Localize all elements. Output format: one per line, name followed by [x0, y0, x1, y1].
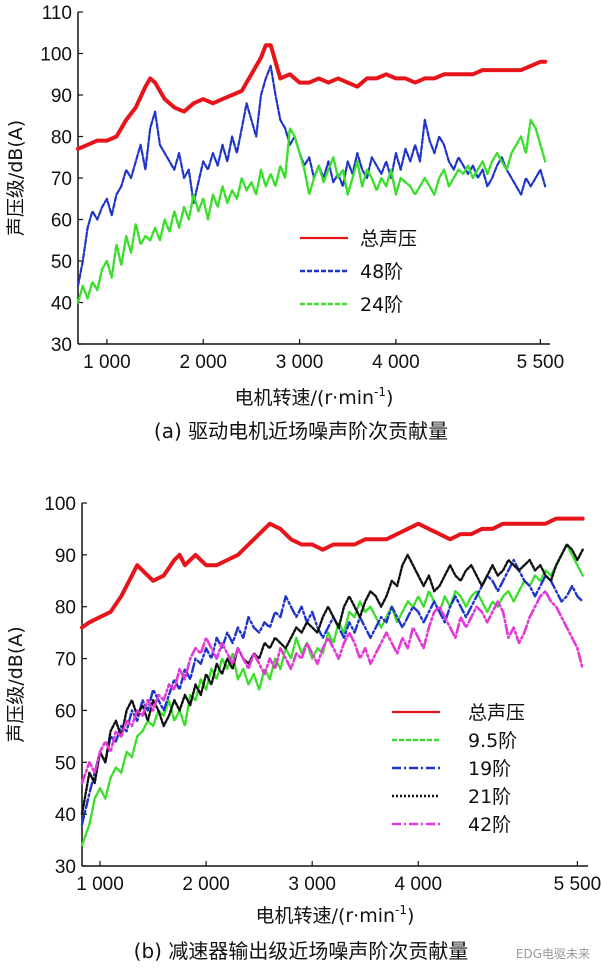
y-tick-label: 40	[55, 805, 76, 826]
y-tick-label: 50	[55, 753, 76, 774]
x-tick-label: 1 000	[76, 874, 124, 895]
x-axis-label-sup: -1	[395, 903, 407, 917]
y-tick-label: 80	[55, 598, 76, 619]
series-line	[76, 64, 547, 287]
series-line	[80, 558, 584, 826]
y-tick-label: 110	[42, 3, 72, 24]
y-axis-label: 声压级/dB(A)	[5, 626, 27, 742]
y-tick-label: 90	[51, 86, 72, 107]
y-tick-label: 80	[51, 128, 72, 149]
y-tick-label: 100	[40, 45, 72, 66]
x-axis-label: 电机转速/(r·min-1)	[235, 385, 394, 409]
y-tick-label: 40	[51, 294, 72, 315]
x-axis-label-close: )	[407, 905, 414, 927]
y-tick-label: 60	[55, 701, 76, 722]
x-tick-label: 1 000	[83, 352, 131, 373]
legend-label: 24阶	[360, 294, 403, 316]
legend-label: 48阶	[360, 261, 403, 283]
series-line	[76, 118, 547, 304]
x-tick-label: 3 000	[288, 874, 336, 895]
series-line	[80, 543, 584, 816]
y-tick-label: 70	[55, 650, 76, 671]
y-tick-label: 60	[51, 211, 72, 232]
x-axis-label-main: 电机转速/(r·min	[235, 387, 375, 409]
series-line	[76, 43, 548, 151]
y-tick-label: 100	[44, 494, 76, 515]
chart-caption: (b) 减速器输出级近场噪声阶次贡献量	[134, 939, 469, 963]
y-tick-label: 30	[55, 857, 76, 878]
x-tick-label: 5 500	[517, 352, 565, 373]
x-axis-label-close: )	[386, 387, 393, 409]
legend-label: 总声压	[468, 702, 525, 724]
x-axis-label-main: 电机转速/(r·min	[256, 905, 396, 927]
x-tick-label: 2 000	[179, 352, 227, 373]
watermark-text: EDG电驱未来	[516, 947, 590, 961]
chart-caption: (a) 驱动电机近场噪声阶次贡献量	[154, 419, 448, 443]
x-tick-label: 4 000	[372, 352, 420, 373]
series-line	[80, 589, 585, 785]
x-tick-label: 4 000	[394, 874, 442, 895]
series-line	[80, 516, 585, 630]
legend-label: 21阶	[468, 786, 511, 808]
legend-label: 42阶	[468, 814, 511, 836]
y-tick-label: 30	[51, 335, 72, 356]
x-axis-label: 电机转速/(r·min-1)	[256, 903, 415, 927]
legend-label: 19阶	[468, 758, 511, 780]
legend-label: 9.5阶	[468, 730, 517, 752]
y-tick-label: 50	[51, 252, 72, 273]
y-tick-label: 70	[51, 169, 72, 190]
x-axis-label-sup: -1	[374, 385, 386, 399]
x-tick-label: 3 000	[276, 352, 324, 373]
x-tick-label: 5 500	[554, 874, 602, 895]
y-axis-label: 声压级/dB(A)	[5, 120, 27, 236]
chart-a: 30 40 50 60 70 80 90 100 110 1 000 2 000 3 000 4 000…	[5, 3, 564, 443]
legend-label: 总声压	[360, 228, 417, 250]
x-tick-label: 2 000	[182, 874, 230, 895]
chart-b: 30 40 50 60 70 80 90 100 1 000 2 000 3 000 4 000 5 5…	[5, 494, 601, 963]
y-tick-label: 90	[55, 546, 76, 567]
